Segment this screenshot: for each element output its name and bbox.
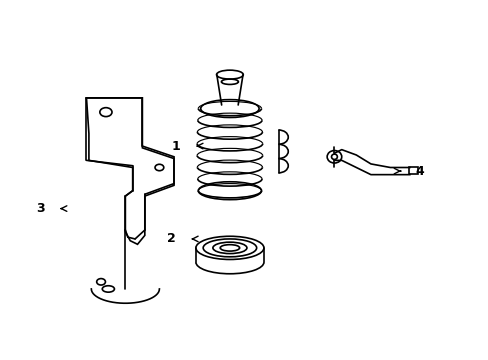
Text: 2: 2 [167, 233, 176, 246]
Text: 3: 3 [36, 202, 44, 215]
Text: 1: 1 [172, 140, 181, 153]
Bar [408, 167, 417, 174]
Text: 4: 4 [414, 165, 423, 177]
